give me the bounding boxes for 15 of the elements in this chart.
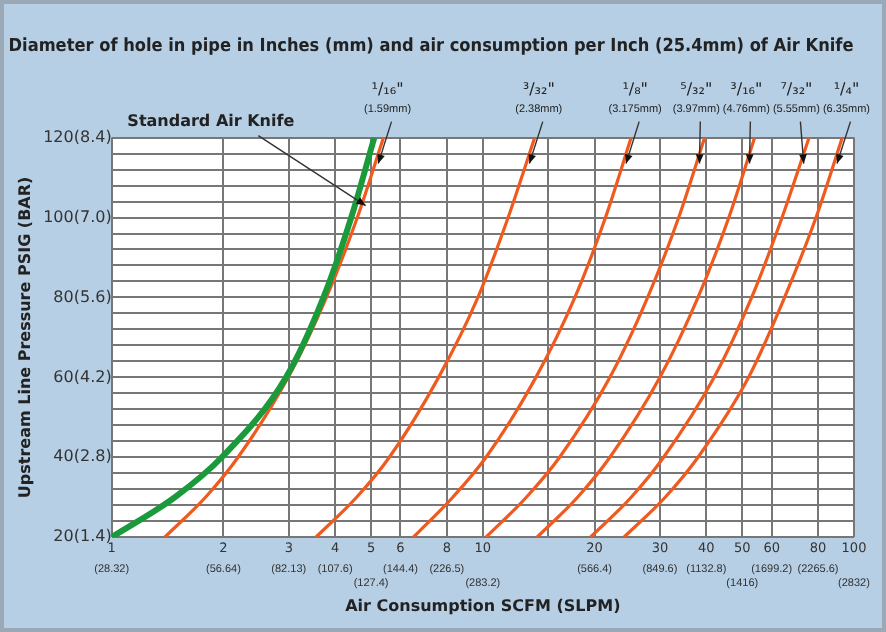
y2-tick-label: (4.2) (73, 367, 112, 386)
y2-tick-label: (2.8) (73, 447, 112, 466)
y2-tick-label: (1.4) (73, 527, 112, 546)
y2-tick-label: (5.6) (73, 287, 112, 306)
y2-tick-label: (7.0) (73, 207, 112, 226)
y-tick-label: 80 (53, 287, 74, 306)
chart-title: Diameter of hole in pipe in Inches (mm) and air consumption per Inch (25.4mm) of Air Knife (8, 36, 854, 58)
y-tick-label: 120 (43, 127, 74, 146)
y-tick-label: 40 (53, 447, 74, 466)
y-tick-label: 100 (43, 207, 74, 226)
x-axis-title: Air Consumption SCFM (SLPM) (345, 596, 621, 615)
y2-tick-label: (8.4) (73, 127, 112, 146)
text: Standard Air Knife (127, 111, 296, 130)
y-axis-title: Upstream Line Pressure PSIG (BAR) (15, 176, 34, 499)
y-tick-label: 60 (53, 367, 74, 386)
